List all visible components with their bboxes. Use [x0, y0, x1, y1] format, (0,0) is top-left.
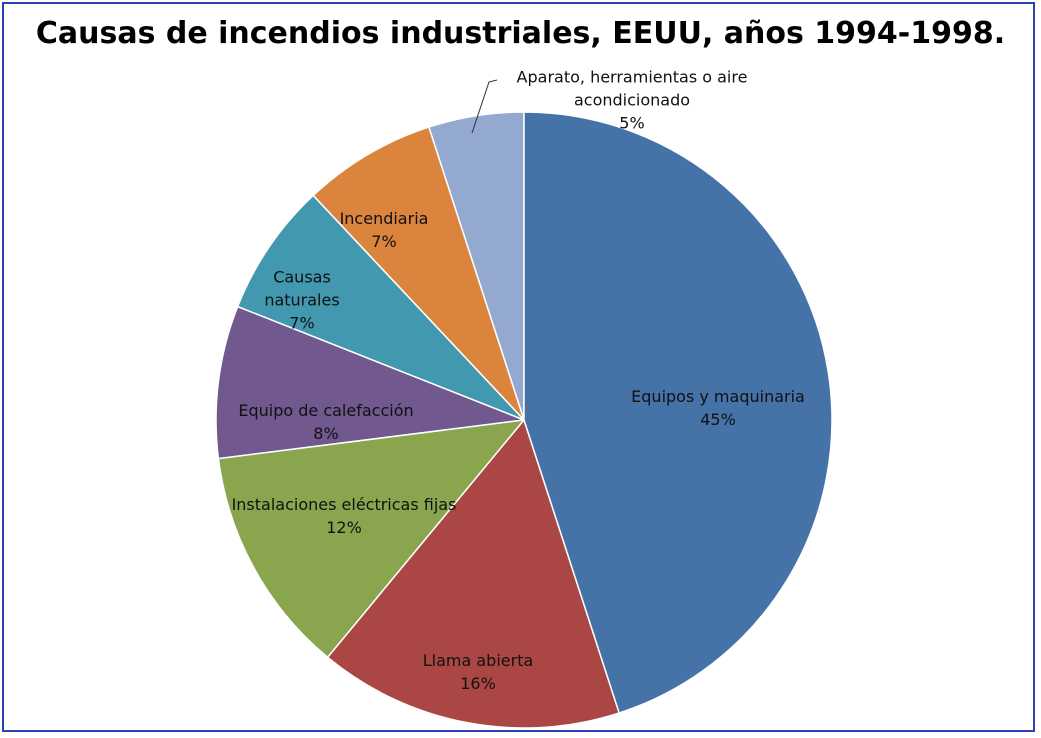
slice-value: 7%: [289, 313, 315, 333]
slice-value: 8%: [313, 424, 339, 443]
pie-slice: [236, 194, 525, 421]
slice-value: 7%: [371, 232, 397, 251]
slice-label: Equipo de calefacción 8%: [216, 399, 436, 445]
slice-category: Causas naturales: [264, 267, 340, 310]
slice-category: Equipo de calefacción: [238, 401, 414, 420]
pie-slice: [217, 419, 526, 659]
slice-category: Instalaciones eléctricas fijas: [231, 495, 457, 514]
slice-label: Instalaciones eléctricas fijas 12%: [219, 493, 469, 539]
pie-slice: [326, 418, 621, 729]
pie-slice: [215, 305, 525, 460]
chart-title: Causas de incendios industriales, EEUU, …: [35, 16, 1006, 51]
slice-label: Llama abierta 16%: [378, 649, 578, 695]
slice-category: Incendiaria: [339, 209, 429, 228]
slice-label: Equipos y maquinaria 45%: [598, 385, 838, 431]
slice-category: Aparato, herramientas o aire acondiciona…: [516, 67, 748, 110]
leader-line: [471, 79, 498, 134]
slice-label: Aparato, herramientas o aire acondiciona…: [482, 66, 782, 135]
slice-category: Llama abierta: [422, 651, 534, 670]
pie-slice: [312, 126, 525, 421]
slice-value: 5%: [619, 113, 645, 133]
slice-value: 45%: [700, 410, 736, 429]
slice-label: Causas naturales 7%: [252, 266, 352, 335]
slice-value: 12%: [326, 518, 362, 537]
pie-slice: [523, 111, 833, 714]
slice-value: 16%: [460, 674, 496, 693]
slice-label: Incendiaria 7%: [324, 207, 444, 253]
slice-category: Equipos y maquinaria: [631, 387, 805, 406]
